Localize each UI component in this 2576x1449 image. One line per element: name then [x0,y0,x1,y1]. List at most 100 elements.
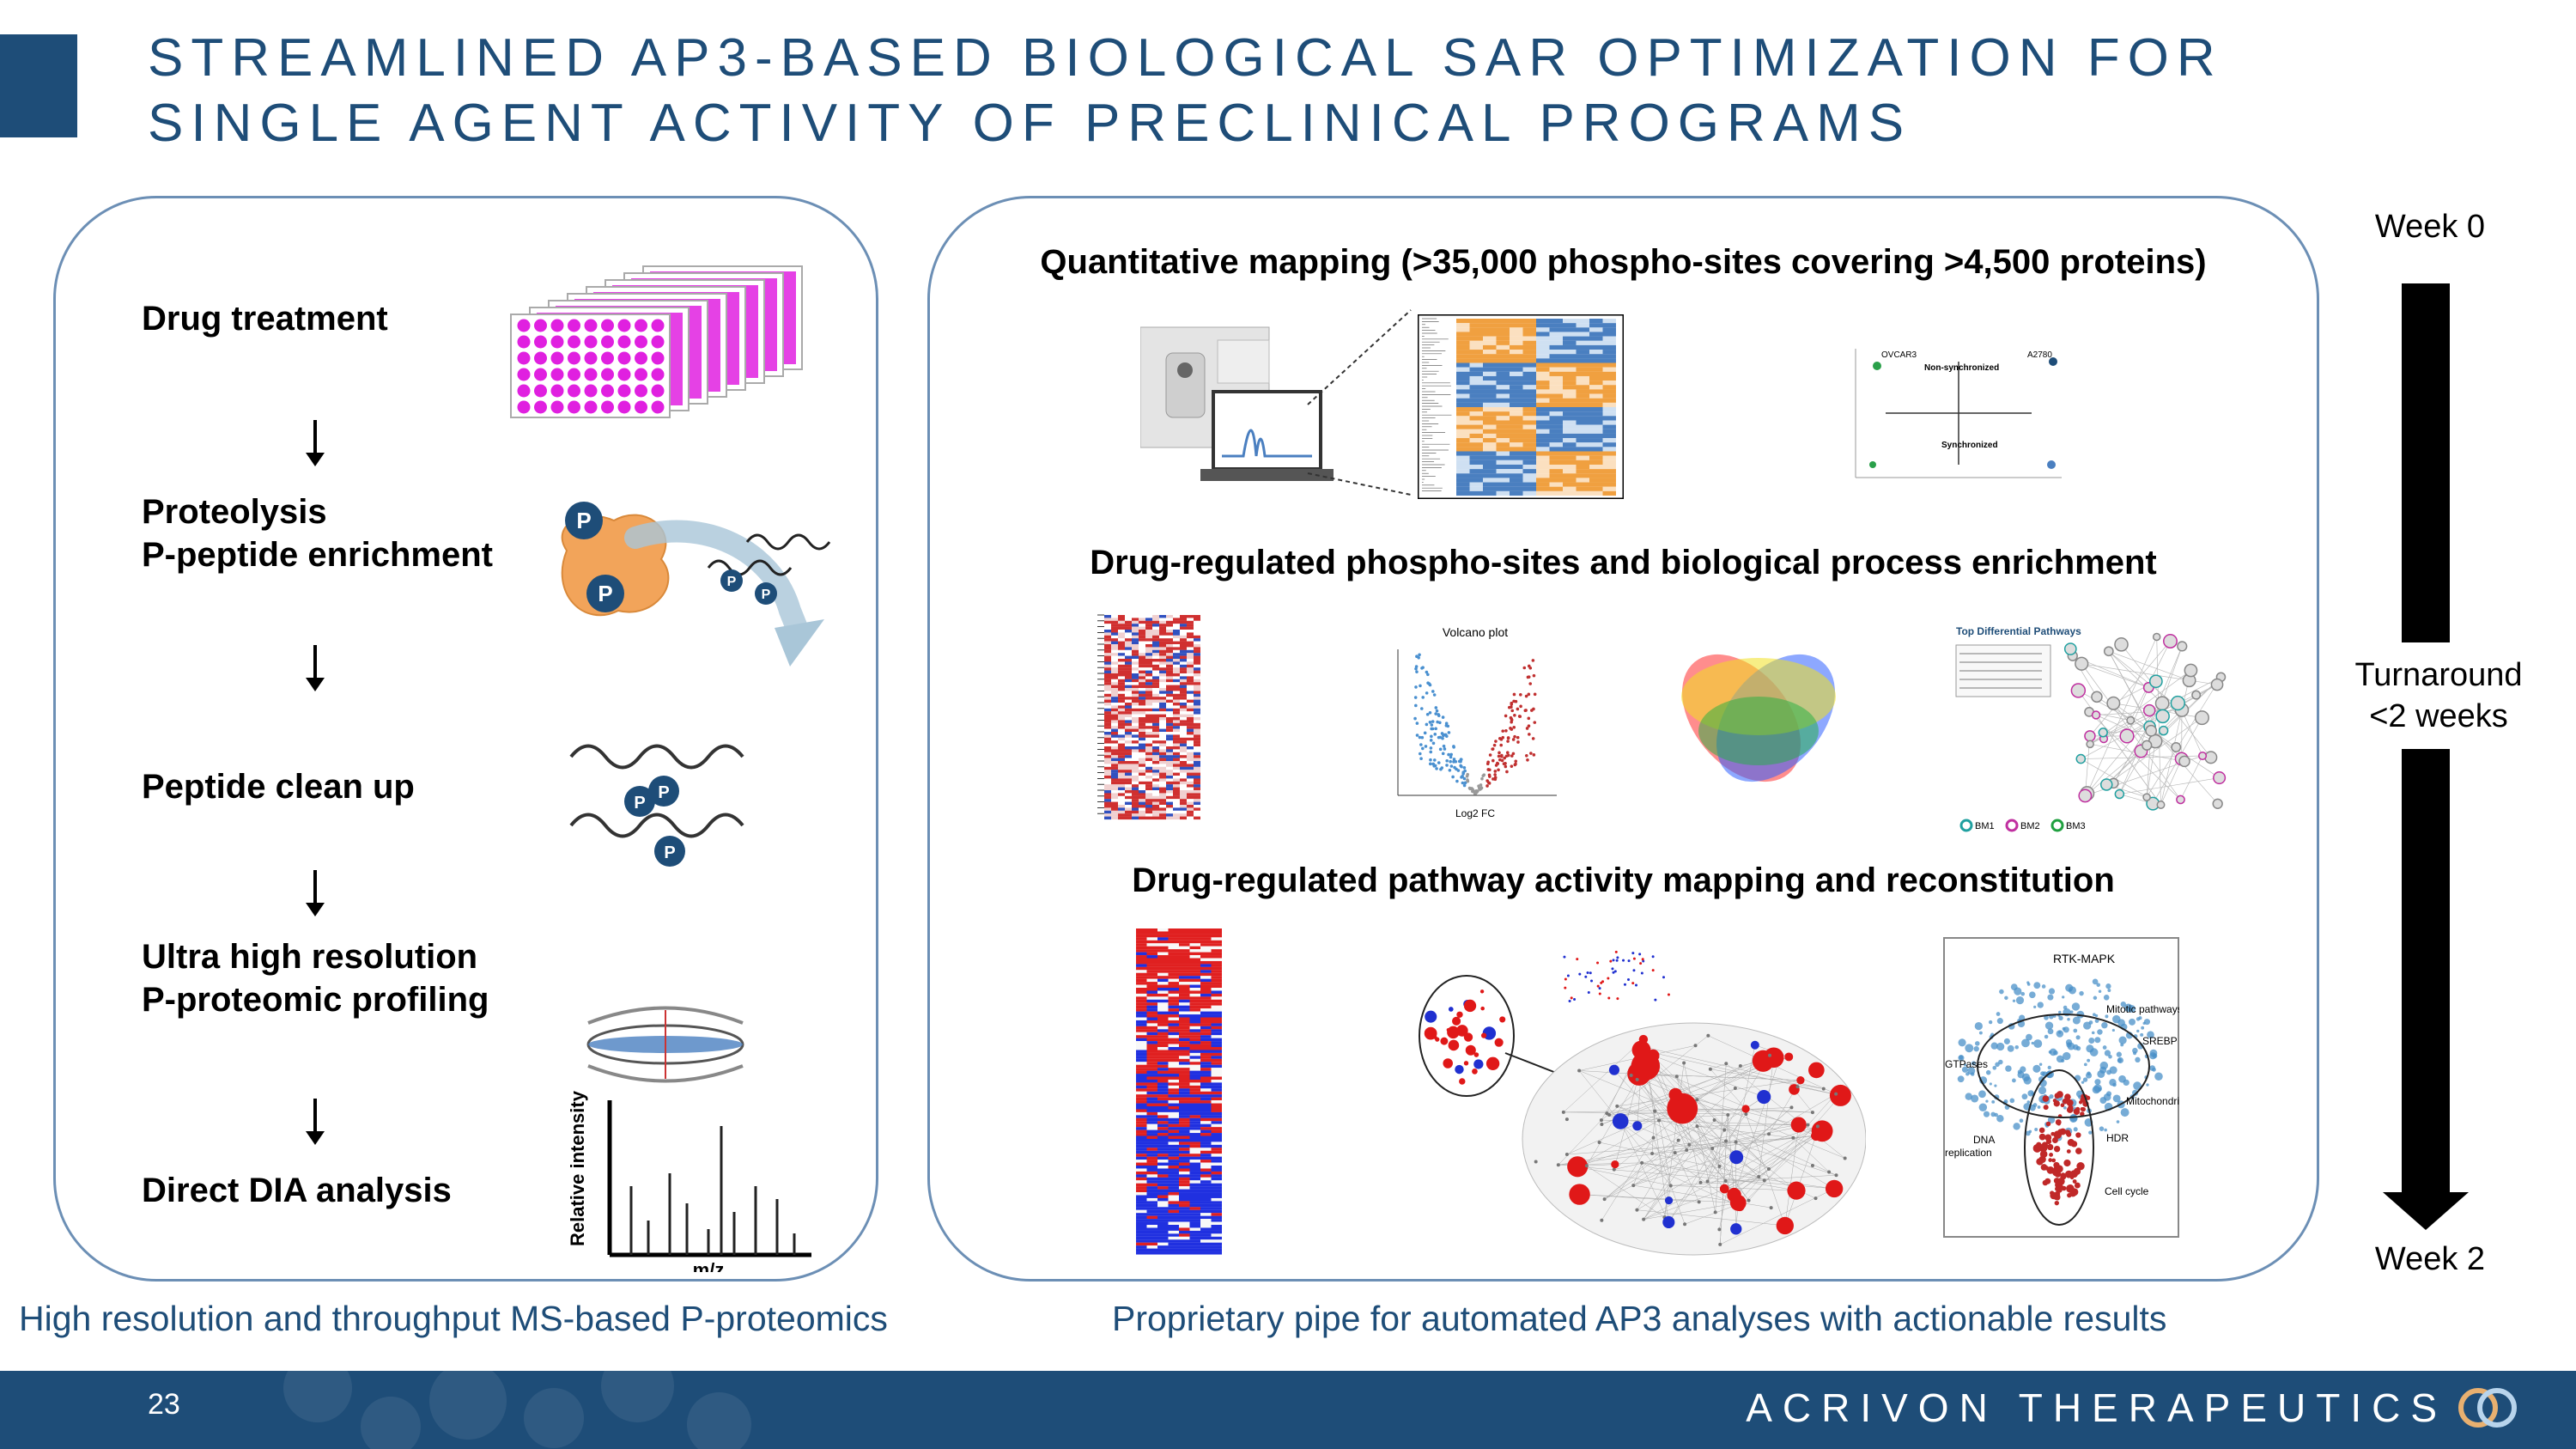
step-peptide-clean-up: Peptide clean up [142,765,415,808]
zoom-lines [1307,309,1412,496]
page-title-line-2: SINGLE AGENT ACTIVITY OF PRECLINICAL PRO… [148,94,1912,153]
volcano-x-label: Log2 FC [1455,807,1495,819]
phospho-label: P [658,783,669,802]
cluster-label: SREBP [2142,1035,2178,1047]
heatmap-dendrogram [1422,318,1452,491]
phospho-label: P [634,794,645,813]
phospho-label: P [727,575,737,589]
clustered-heatmap [1097,614,1200,820]
step-label: P-peptide enrichment [142,536,493,574]
right-analysis-panel: Quantitative mapping (>35,000 phospho-si… [927,196,2319,1282]
venn-diagram [1681,654,1836,782]
timeline-turnaround-label: Turnaround <2 weeks [2344,654,2533,737]
peptide-clean-up-illustration: P P P [569,744,744,867]
process-arrow-icon [624,520,810,643]
spectrum-y-label: Relative intensity [567,1090,588,1246]
phospho-label: P [598,581,612,606]
kinase-network [1419,950,1866,1256]
down-arrow-icon [306,420,325,466]
peptide-icon [569,813,744,838]
cluster-label: Mitochondria [2126,1095,2179,1107]
phospho-badge-icon [755,582,777,605]
timeline-start-label: Week 0 [2374,209,2486,245]
cluster-label: RTK-MAPK [2053,952,2116,965]
instrument-laptop-illustration [1140,326,1334,481]
cluster-label: DNA [1973,1134,1995,1146]
phospho-badge-icon [586,575,624,612]
volcano-title: Volcano plot [1443,625,1508,639]
timeline-arrow-head-icon [2383,1192,2469,1230]
clustered-heatmap-cells [1097,614,1200,820]
cluster-label: GTPases [1945,1058,1988,1070]
legend-label: BM2 [2020,821,2040,831]
step-drug-treatment: Drug treatment [142,297,388,340]
plate-stack [510,265,803,418]
step-label: Peptide clean up [142,768,415,806]
phospho-badge-icon [624,786,655,817]
company-logo-icon [2458,1388,2517,1428]
spectrum-x-label: m/z [693,1259,725,1272]
cluster-label: replication [1945,1147,1992,1159]
volcano-points [1413,653,1537,795]
section-title-phospho-sites-enrichment: Drug-regulated phospho-sites and biologi… [1090,544,2157,581]
footer-bar: 23 ACRIVON THERAPEUTICS [0,1371,2576,1449]
kinase-network-nodes [1424,950,1851,1246]
section-title-quantitative-mapping: Quantitative mapping (>35,000 phospho-si… [1040,243,2207,281]
pathway-network-nodes [1959,632,2227,811]
peptide-icon [569,744,744,770]
section-title-pathway-mapping: Drug-regulated pathway activity mapping … [1132,861,2115,899]
down-arrow-icon [306,645,325,691]
heatmap-cells [1456,319,1616,496]
differential-pathways-network: Top Differential Pathways BM1 BM2 BM3 [1955,625,2227,832]
step-direct-dia-analysis: Direct DIA analysis [142,1169,452,1212]
scatter-label: Synchronized [1941,441,1998,450]
left-caption: High resolution and throughput MS-based … [19,1299,888,1338]
volcano-plot: Volcano plot Log2 FC [1397,625,1557,819]
timeline-bar-bottom [2402,749,2450,1194]
cluster-label: Cell cycle [2105,1185,2149,1197]
phospho-label: P [576,508,591,533]
pathway-title: Top Differential Pathways [1956,625,2081,637]
legend-label: BM3 [2066,821,2086,831]
left-workflow-panel: Drug treatment Proteolysis P-peptide enr… [53,196,878,1282]
pathway-cluster-map: RTK-MAPK Mitotic pathways SREBP GTPases … [1943,937,2179,1238]
phospho-label: P [762,588,771,602]
phospho-badge-icon [648,776,679,807]
timeline-bar-top [2402,283,2450,642]
pathway-activity-heatmap-cells [1136,928,1222,1255]
pathway-activity-heatmap [1136,928,1222,1255]
peptide-icon [745,533,831,551]
right-caption: Proprietary pipe for automated AP3 analy… [1112,1299,2167,1338]
zoom-ellipse [1419,975,1515,1097]
page-title-line-1: STREAMLINED AP3-BASED BIOLOGICAL SAR OPT… [148,28,2223,88]
phospho-badge-icon [654,836,685,867]
down-arrow-icon [306,870,325,916]
proteolysis-illustration: P P P P [561,502,831,667]
well-plates-illustration [510,265,803,418]
step-ultra-high-resolution: Ultra high resolution P-proteomic profil… [142,935,489,1021]
phospho-badge-icon [720,569,743,592]
legend-label: BM1 [1975,821,1995,831]
company-name: ACRIVON THERAPEUTICS [1746,1385,2447,1430]
phospho-heatmap [1418,314,1624,499]
synchronization-scatter: OVCAR3 A2780 Non-synchronized Synchroniz… [1855,349,2062,478]
page-number: 23 [148,1388,180,1421]
step-label: P-proteomic profiling [142,981,489,1019]
scatter-label: OVCAR3 [1881,350,1917,360]
turnaround-line-2: <2 weeks [2369,698,2508,734]
scatter-label: Non-synchronized [1924,363,1999,373]
timeline-end-label: Week 2 [2374,1241,2486,1277]
step-label: Direct DIA analysis [142,1172,452,1209]
title-accent-block [0,34,77,137]
mass-spec-illustration: Relative intensity m/z [567,1006,811,1272]
step-label: Drug treatment [142,300,388,338]
step-label: Proteolysis [142,493,327,531]
page-title: STREAMLINED AP3-BASED BIOLOGICAL SAR OPT… [148,26,2466,156]
cluster-label: Mitotic pathways [2106,1003,2179,1015]
process-arrow-head-icon [775,619,824,667]
phospho-badge-icon [565,502,603,539]
step-proteolysis: Proteolysis P-peptide enrichment [142,490,493,576]
step-label: Ultra high resolution [142,938,478,976]
peptide-icon [707,559,793,576]
turnaround-line-1: Turnaround [2354,657,2523,693]
